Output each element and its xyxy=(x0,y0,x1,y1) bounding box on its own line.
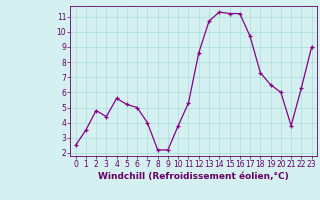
X-axis label: Windchill (Refroidissement éolien,°C): Windchill (Refroidissement éolien,°C) xyxy=(98,172,289,181)
